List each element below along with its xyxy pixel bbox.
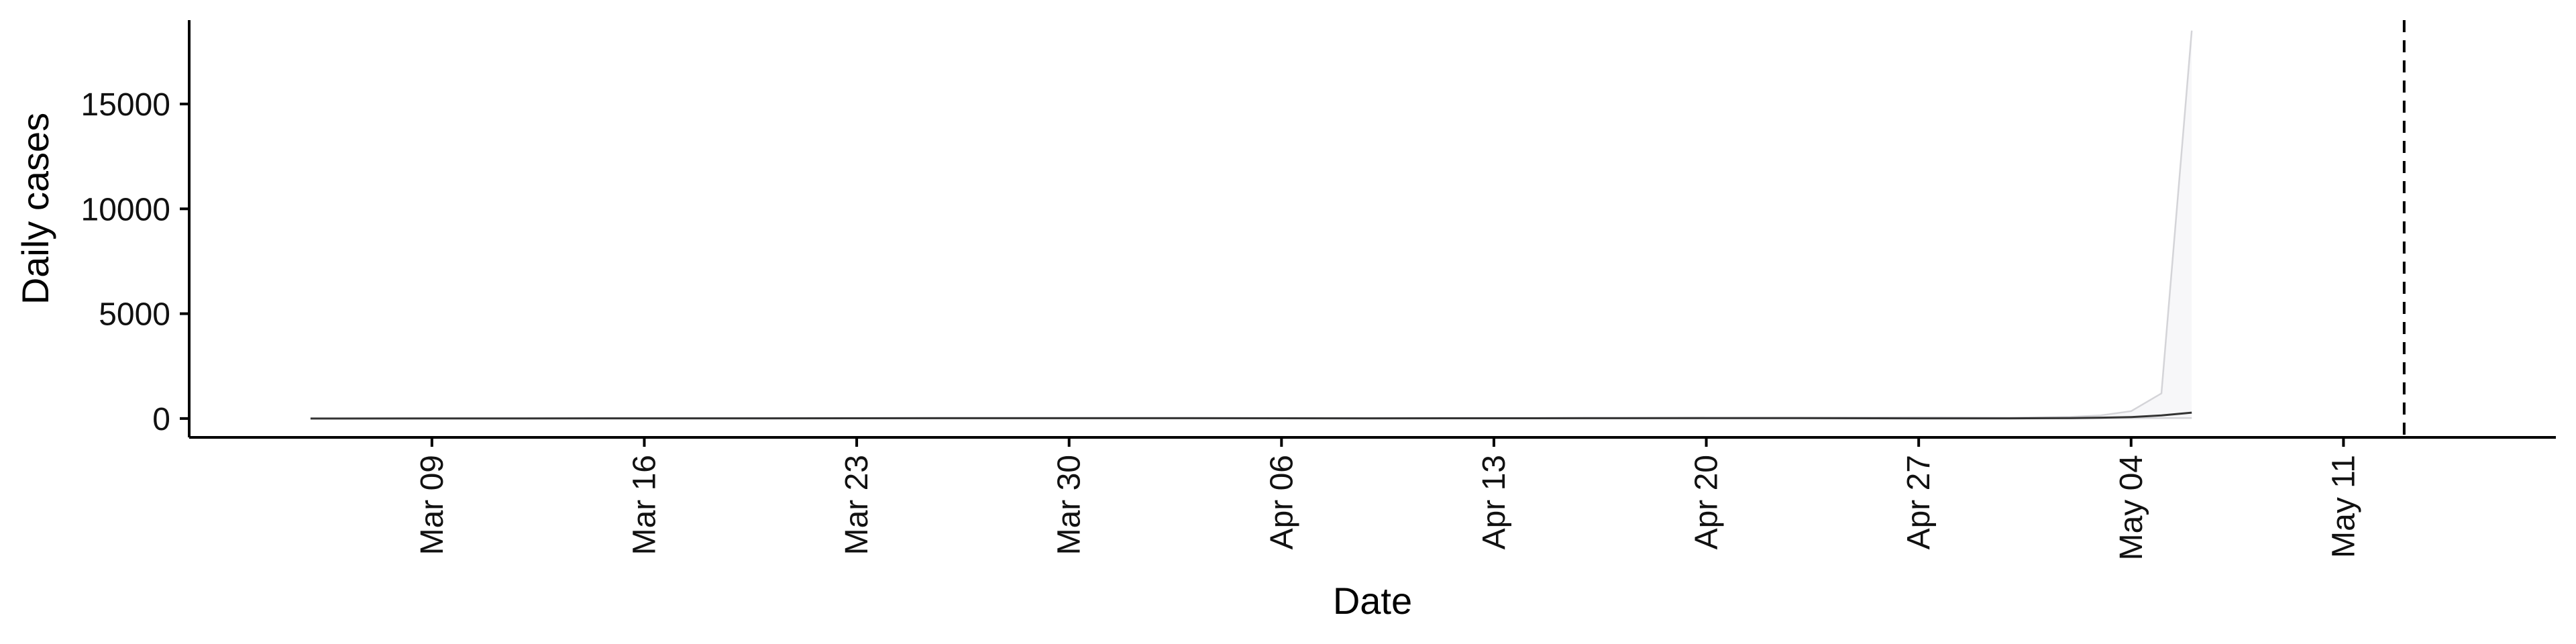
x-tick-label: May 11 <box>2326 455 2361 558</box>
x-tick-label: Apr 06 <box>1264 455 1299 549</box>
uncertainty-band <box>310 30 2192 419</box>
y-tick-label: 15000 <box>81 87 170 123</box>
x-tick-label: Mar 23 <box>839 455 875 555</box>
y-tick-label: 10000 <box>81 192 170 227</box>
x-tick-label: Apr 13 <box>1477 455 1512 549</box>
y-tick-label: 0 <box>152 402 170 437</box>
upper-bound-line <box>310 30 2193 420</box>
x-tick-label: Apr 27 <box>1901 455 1937 549</box>
y-axis-ticks: 0 5000 10000 15000 <box>81 87 189 437</box>
x-tick-label: Mar 30 <box>1052 455 1087 555</box>
y-axis-title: Daily cases <box>14 113 56 305</box>
x-axis-title: Date <box>1333 580 1412 622</box>
median-line <box>310 411 2192 420</box>
x-tick-label: Mar 09 <box>415 455 450 555</box>
x-tick-label: Apr 20 <box>1689 455 1725 549</box>
y-tick-label: 5000 <box>99 297 170 333</box>
x-axis-ticks: Mar 09 Mar 16 Mar 23 Mar 30 Apr 06 Apr 13 Apr … <box>415 437 2361 560</box>
plot-area <box>310 20 2406 437</box>
x-tick-label: Mar 16 <box>627 455 662 555</box>
x-tick-label: May 04 <box>2114 455 2149 560</box>
